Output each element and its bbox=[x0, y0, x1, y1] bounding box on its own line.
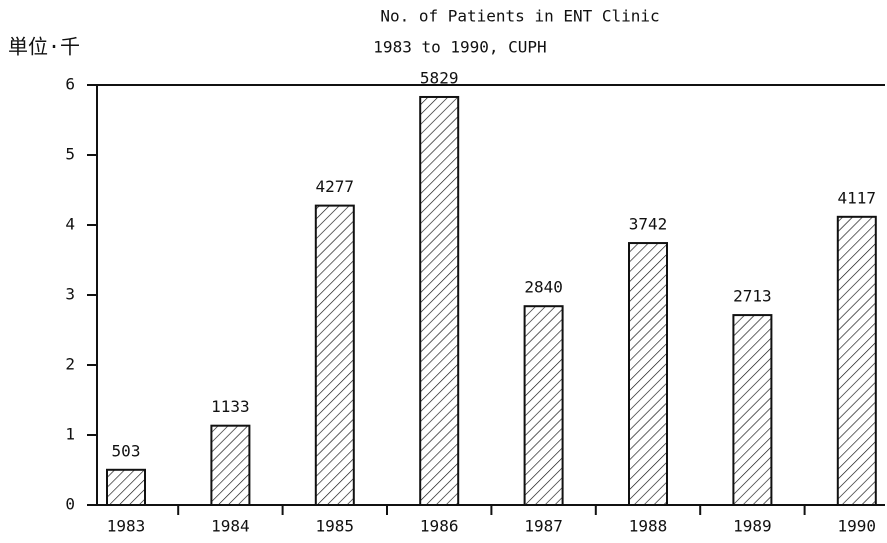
x-tick-label: 1983 bbox=[107, 517, 146, 536]
bar bbox=[836, 215, 877, 506]
x-tick-label: 1989 bbox=[733, 517, 772, 536]
chart-title: No. of Patients in ENT Clinic bbox=[380, 7, 659, 26]
value-label: 2713 bbox=[733, 287, 772, 306]
bar bbox=[106, 468, 146, 507]
value-label: 1133 bbox=[211, 397, 250, 416]
value-label: 3742 bbox=[629, 215, 668, 234]
y-tick-label: 1 bbox=[65, 425, 75, 444]
x-tick-label: 1986 bbox=[420, 517, 459, 536]
x-tick-label: 1987 bbox=[524, 517, 563, 536]
y-axis-label: 単位·千 bbox=[8, 35, 80, 59]
bar bbox=[210, 424, 251, 506]
x-tick-label: 1990 bbox=[838, 517, 877, 536]
chart-subtitle: 1983 to 1990, CUPH bbox=[373, 38, 546, 57]
value-label: 4117 bbox=[838, 188, 877, 207]
y-tick-label: 6 bbox=[65, 75, 75, 94]
bar bbox=[523, 305, 564, 507]
y-tick-label: 5 bbox=[65, 145, 75, 164]
y-tick-label: 2 bbox=[65, 355, 75, 374]
value-label: 2840 bbox=[524, 278, 563, 297]
bar bbox=[732, 314, 773, 506]
y-tick-label: 0 bbox=[65, 495, 75, 514]
y-tick-label: 4 bbox=[65, 215, 75, 234]
bar bbox=[419, 95, 460, 506]
value-label: 4277 bbox=[316, 177, 355, 196]
value-label: 503 bbox=[112, 441, 141, 460]
bar bbox=[314, 204, 355, 507]
x-tick-label: 1985 bbox=[316, 517, 355, 536]
x-tick-label: 1984 bbox=[211, 517, 250, 536]
value-label: 5829 bbox=[420, 68, 459, 87]
x-tick-label: 1988 bbox=[629, 517, 668, 536]
bar bbox=[628, 242, 668, 506]
y-tick-label: 3 bbox=[65, 285, 75, 304]
